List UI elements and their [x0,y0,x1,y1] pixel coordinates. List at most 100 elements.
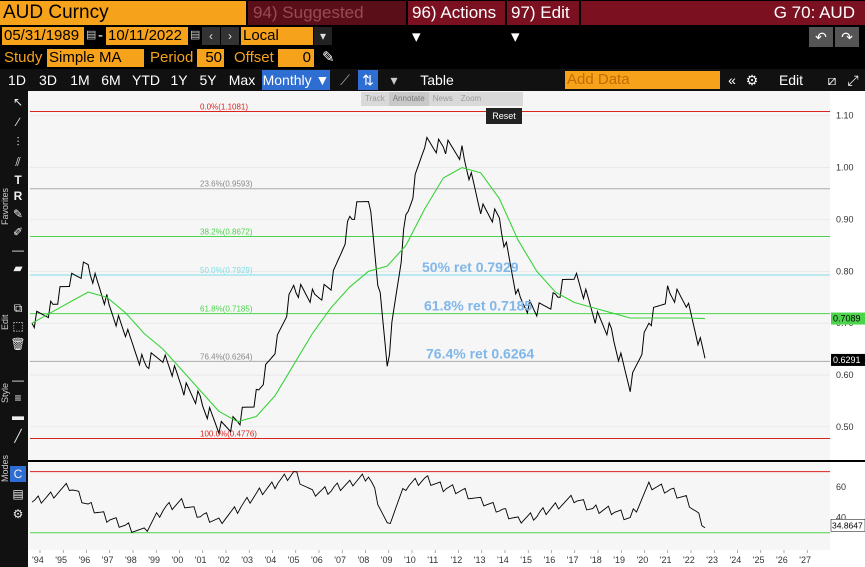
actions-menu[interactable]: 96) Actions ▾ [408,1,505,46]
line-chart-icon[interactable]: ⟋ [340,72,350,88]
mode-c-icon[interactable]: C [10,466,26,482]
time-tick-label: '14 [497,555,509,565]
pen-icon[interactable]: ✐ [12,225,24,239]
date-separator: - [98,27,103,44]
range-1m[interactable]: 1M [70,72,90,88]
time-tick-label: '25 [753,555,765,565]
time-tick-label: '94 [32,555,44,565]
time-tick-label: '18 [590,555,602,565]
select-icon[interactable]: ⬚ [12,319,24,333]
price-chart-panel[interactable] [28,91,830,460]
frequency-dropdown[interactable]: Monthly ▼ [262,70,330,90]
price-tick-label: 0.80 [836,266,854,276]
time-tick-label: '01 [195,555,207,565]
fib-level-label: 0.0%(1.1081) [200,103,248,112]
rsi-tick-label: 60 [836,482,846,492]
time-tick-label: '00 [172,555,184,565]
chart-type-dropdown-icon[interactable]: ▾ [390,72,398,88]
chart-type-icon[interactable]: ⇅ [358,70,378,90]
start-date-field[interactable]: 05/31/1989 [2,27,84,45]
rsi-axis [830,462,865,550]
range-1d[interactable]: 1D [8,72,26,88]
forward-arrow-icon[interactable]: › [221,27,239,45]
back-arrow-icon[interactable]: ‹ [202,27,220,45]
collapse-icon[interactable]: « [728,72,736,88]
channel-tool-icon[interactable]: ⫽ [15,155,21,169]
line-tool-icon[interactable]: ∕ [16,115,19,129]
cursor-icon[interactable]: ↖ [12,95,24,109]
pencil-icon[interactable]: ✎ [322,49,335,66]
ticker-field[interactable]: AUD Curncy [0,1,246,25]
end-date-field[interactable]: 10/11/2022 [106,27,188,45]
currency-field[interactable]: Local CCY [241,27,313,62]
reset-button[interactable]: Reset [486,108,522,124]
time-tick-label: '96 [79,555,91,565]
add-data-field[interactable]: Add Data [565,71,720,89]
time-tick-label: '19 [613,555,625,565]
r-tool-icon[interactable]: R [13,189,23,203]
redo-icon[interactable]: ↷ [835,27,859,47]
range-ytd[interactable]: YTD [132,72,160,88]
fib-level-label: 76.4%(0.6264) [200,352,253,361]
fib-tool-icon[interactable]: ⫶ [16,135,20,149]
ruler-icon[interactable]: ▰ [13,261,23,275]
horizontal-line-icon[interactable]: — [12,243,24,257]
price-axis [830,91,865,460]
expand-icon[interactable]: ⤢ [847,72,859,88]
rsi-last-value-bg [830,519,865,532]
settings-icon[interactable]: ⚙ [745,72,759,88]
time-tick-label: '15 [520,555,532,565]
table-button[interactable]: Table [420,72,454,88]
mode-settings-icon[interactable]: ⚙ [12,507,24,521]
price-tick-label: 1.10 [836,111,854,121]
annotate-tool[interactable]: Annotate [388,92,429,106]
fib-level-label: 100.0%(0.4776) [200,430,257,439]
price-last-value: 0.6291 [833,355,861,365]
period-field[interactable]: 50 [197,49,224,67]
time-tick-label: '04 [265,555,277,565]
news-tool[interactable]: News [432,94,453,103]
offset-field[interactable]: 0 [278,49,314,67]
track-tool[interactable]: Track [365,94,385,103]
delete-icon[interactable]: 🗑 [10,337,26,351]
study-field[interactable]: Simple MA [47,49,144,67]
undo-icon[interactable]: ↶ [809,27,833,47]
style-color-icon[interactable]: ▬ [12,409,24,423]
rsi-tick-label: 40 [836,512,846,522]
brush-icon[interactable]: ✎ [12,207,24,221]
fib-level-label: 23.6%(0.9593) [200,180,253,189]
time-tick-label: '21 [660,555,672,565]
calendar-icon[interactable]: ▤ [190,29,201,41]
ma-last-value: 0.7089 [833,314,861,324]
currency-dropdown-icon[interactable]: ▾ [314,27,332,45]
range-max[interactable]: Max [228,72,256,88]
range-6m[interactable]: 6M [101,72,121,88]
fib-level-label: 61.8%(0.7185) [200,305,253,314]
time-tick-label: '26 [776,555,788,565]
mode-layers-icon[interactable]: ▤ [12,487,24,501]
time-tick-label: '13 [474,555,486,565]
drawing-toolbar [0,91,28,567]
annotate-icon[interactable]: ⧄ [827,72,837,88]
price-tick-label: 1.00 [836,163,854,173]
range-1y[interactable]: 1Y [170,72,188,88]
range-3d[interactable]: 3D [39,72,57,88]
study-label: Study [4,49,43,66]
range-5y[interactable]: 5Y [199,72,217,88]
style-width-icon[interactable]: ≡ [14,391,22,405]
time-tick-label: '16 [544,555,556,565]
time-tick-label: '12 [451,555,463,565]
time-tick-label: '23 [706,555,718,565]
text-tool-icon[interactable]: T [14,173,22,187]
rsi-panel[interactable] [28,462,830,550]
style-dash-icon[interactable]: ╱ [14,429,22,443]
copy-icon[interactable]: ⧉ [13,301,23,315]
style-line-icon[interactable]: ― [12,373,24,387]
fib-level-label: 50.0%(0.7929) [200,266,253,275]
time-tick-label: '20 [637,555,649,565]
time-tick-label: '02 [218,555,230,565]
zoom-tool[interactable]: Zoom [460,94,482,103]
price-last-value-bg [831,353,865,366]
edit-menu[interactable]: 97) Edit ▾ [507,1,579,46]
calendar-icon[interactable]: ▤ [86,29,97,41]
